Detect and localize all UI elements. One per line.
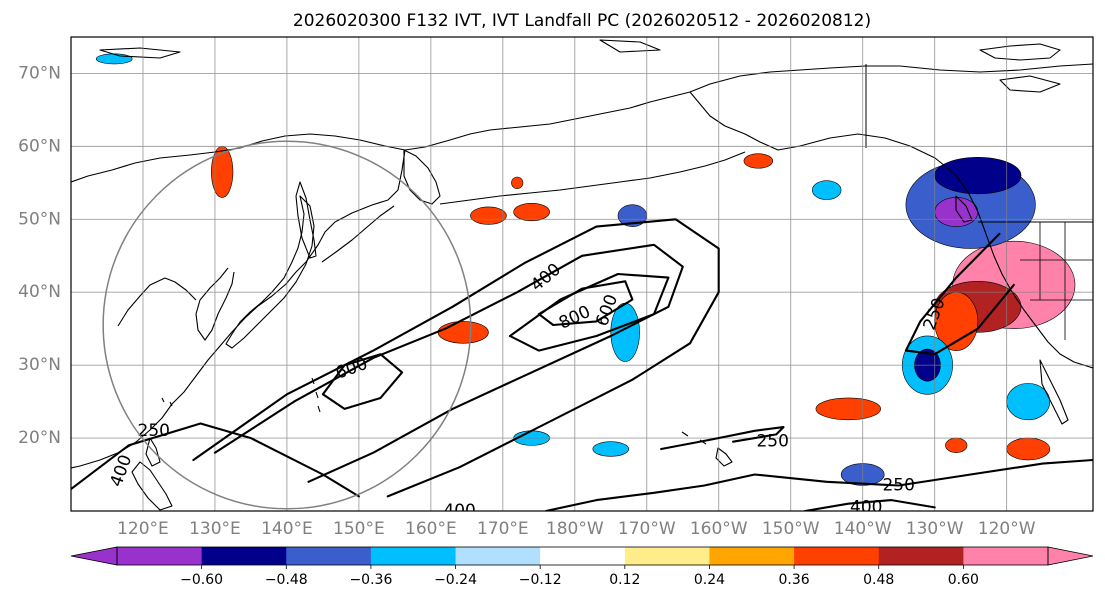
- landfall-region-circle: [102, 140, 472, 510]
- lon-tick-160: 160°E: [405, 519, 457, 539]
- lat-tick-60: 60°N: [18, 136, 61, 156]
- colorbar-tick-0: −0.60: [180, 572, 223, 588]
- coastline-japan: [225, 195, 315, 349]
- lon-tick-150: 150°E: [333, 519, 385, 539]
- colorbar-tick-5: 0.12: [609, 572, 640, 588]
- colorbar-segment-3: [370, 547, 457, 565]
- coastline-korea: [195, 267, 235, 341]
- coastline-alaska-south: [689, 91, 1093, 369]
- colorbar-over-extension: [1047, 546, 1094, 566]
- lon-tick-120: 120°E: [117, 519, 169, 539]
- ivt-contour-label-6: 250: [756, 432, 788, 452]
- colorbar-segment-5: [540, 547, 626, 565]
- colorbar-under-extension: [70, 546, 118, 566]
- coastline-sakhalin: [295, 181, 317, 259]
- latitude-tick-labels: 20°N 30°N 40°N 50°N 60°N 70°N: [18, 63, 61, 448]
- chart-title: 2026020300 F132 IVT, IVT Landfall PC (20…: [293, 11, 871, 31]
- lat-tick-40: 40°N: [18, 282, 61, 302]
- pc-patch-22: [592, 441, 630, 457]
- lat-tick-20: 20°N: [18, 428, 61, 448]
- ivt-contour-label-8: 250: [882, 475, 914, 495]
- coastline-kamchatka: [403, 149, 441, 205]
- coastline-baja: [1039, 359, 1069, 425]
- colorbar-tick-1: −0.48: [265, 572, 308, 588]
- colorbar-tick-6: 0.24: [694, 572, 725, 588]
- lon-tick-240: 120°W: [978, 519, 1036, 539]
- ivt-contour-250-7: [660, 426, 785, 451]
- pc-patch-24: [95, 53, 133, 65]
- coastline-taiwan: [145, 437, 161, 467]
- colorbar-segment-0: [117, 547, 203, 565]
- ivt-contour-250-0: [192, 218, 720, 498]
- lon-tick-180: 180°W: [546, 519, 604, 539]
- colorbar-tick-3: −0.24: [434, 572, 477, 588]
- border-states: [1020, 222, 1093, 340]
- ocean-background: [71, 37, 1093, 511]
- lat-tick-30: 30°N: [18, 355, 61, 375]
- colorbar-tick-4: −0.12: [519, 572, 562, 588]
- pc-patch-13: [437, 321, 489, 344]
- map-frame: [70, 36, 1094, 512]
- ivt-contour-250-8: [544, 458, 1093, 511]
- colorbar-segment-2: [286, 547, 372, 565]
- colorbar-segment-7: [709, 547, 795, 565]
- ivt-contour-label-4: 250: [138, 421, 170, 441]
- colorbar-frame: [116, 546, 1049, 566]
- coastline-alaska: [689, 63, 1093, 93]
- pc-patch-21: [812, 180, 842, 200]
- ivt-contour-label-10: 400: [443, 501, 475, 521]
- colorbar-tick-7: 0.36: [779, 572, 810, 588]
- lon-tick-210: 150°W: [762, 519, 820, 539]
- ivt-contour-400-9: [804, 499, 936, 511]
- lon-tick-230: 130°W: [906, 519, 964, 539]
- pc-patch-11: [1006, 437, 1051, 461]
- ivt-contour-600-2: [321, 353, 404, 410]
- ivt-contour-400-1: [213, 243, 684, 483]
- ivt-contour-layer: [71, 218, 1093, 511]
- graticule: [71, 37, 1093, 511]
- lon-tick-200: 160°W: [690, 519, 748, 539]
- lat-tick-50: 50°N: [18, 209, 61, 229]
- colorbar-tick-2: −0.36: [349, 572, 392, 588]
- coastline-yellow-sea: [117, 277, 197, 327]
- lon-tick-220: 140°W: [834, 519, 892, 539]
- colorbar-segment-1: [201, 547, 287, 565]
- lon-tick-190: 170°W: [618, 519, 676, 539]
- pc-shading-layer: [95, 53, 1076, 486]
- coastline-vancouver: [955, 195, 973, 223]
- ivt-contour-250-6: [904, 232, 1015, 356]
- ivt-contour-800-4: [537, 280, 634, 327]
- colorbar-segment-8: [794, 547, 880, 565]
- lon-tick-140: 140°E: [261, 519, 313, 539]
- pc-patch-17: [511, 176, 524, 189]
- lat-tick-70: 70°N: [18, 63, 61, 83]
- ivt-contour-label-9: 400: [850, 497, 882, 517]
- lon-tick-130: 130°E: [189, 519, 241, 539]
- coastline-arctic-islands: [99, 39, 1061, 93]
- colorbar-segment-9: [878, 547, 964, 565]
- pc-patch-20: [743, 153, 774, 169]
- colorbar: −0.60 −0.48 −0.36 −0.24 −0.12 0.12 0.24 0.36 0.4…: [70, 546, 1094, 588]
- colorbar-segment-10: [963, 547, 1049, 565]
- coastline-aleutians: [439, 151, 746, 205]
- lon-tick-170: 170°E: [477, 519, 529, 539]
- colorbar-tick-8: 0.48: [863, 572, 894, 588]
- colorbar-tick-9: 0.60: [948, 572, 979, 588]
- colorbar-segment-4: [455, 547, 541, 565]
- ivt-contour-250-5: [71, 422, 360, 498]
- coastline-philippines: [131, 461, 173, 511]
- pc-patch-4: [934, 157, 1022, 195]
- pc-patch-15: [513, 202, 550, 222]
- colorbar-segment-6: [624, 547, 710, 565]
- pc-patch-8: [1006, 383, 1051, 421]
- pc-patch-14: [470, 206, 507, 225]
- pc-patch-12: [945, 437, 968, 453]
- longitude-tick-labels: 120°E 130°E 140°E 150°E 160°E 170°E 180°W 170°W…: [117, 519, 1036, 539]
- pc-patch-10: [815, 397, 881, 421]
